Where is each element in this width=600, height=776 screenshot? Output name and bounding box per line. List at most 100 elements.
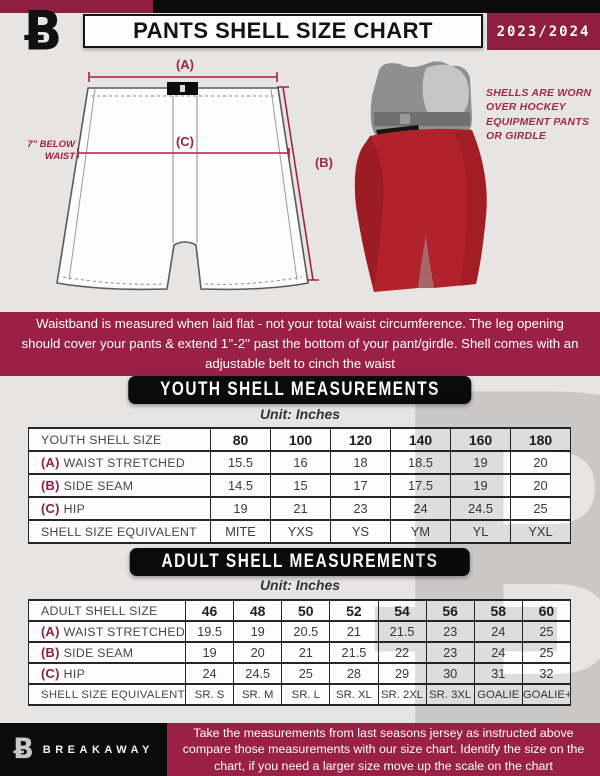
youth-value-cell: YL xyxy=(450,519,511,544)
adult-value-cell: 30 xyxy=(425,662,475,685)
youth-value-cell: 23 xyxy=(330,496,391,521)
measure-letter: (C) xyxy=(41,666,60,681)
girdle-pad xyxy=(422,64,469,122)
youth-size-header-cell: 160 xyxy=(450,427,511,452)
shell-shade-right xyxy=(454,130,487,286)
youth-row-label: (C) HIP xyxy=(28,496,211,521)
adult-value-cell: 20 xyxy=(233,641,283,664)
shorts-outline xyxy=(56,87,309,291)
youth-value-cell: 25 xyxy=(510,496,571,521)
adult-value-cell: SR. M xyxy=(233,683,283,706)
youth-size-header-cell: 180 xyxy=(510,427,571,452)
adult-unit-label: Unit: Inches xyxy=(259,577,341,593)
waist-note-line1: 7'' BELOW xyxy=(27,139,76,150)
youth-value-cell: 24.5 xyxy=(450,496,511,521)
adult-value-cell: 21 xyxy=(329,620,379,643)
youth-value-cell: 16 xyxy=(270,450,331,475)
adult-value-cell: 31 xyxy=(473,662,523,685)
adult-value-cell: GOALIE xyxy=(473,683,523,706)
youth-size-table: YOUTH SHELL SIZE 80 100 120 140 160 180 (A) WAIS… xyxy=(28,427,571,544)
adult-value-cell: 22 xyxy=(377,641,427,664)
youth-row-label: (A) WAIST STRETCHED xyxy=(28,450,211,475)
youth-value-cell: MITE xyxy=(210,519,271,544)
youth-size-header-cell: 80 xyxy=(210,427,271,452)
measure-letter: (A) xyxy=(41,455,60,470)
adult-size-table: ADULT SHELL SIZE 46 48 50 52 54 56 58 60 (A) WAIST… xyxy=(28,599,572,706)
footer-brand-box: Ƀ BREAKAWAY xyxy=(0,723,167,776)
youth-table-row: (B) SIDE SEAM 14.5 15 17 17.5 19 20 xyxy=(28,473,571,498)
adult-value-cell: 23 xyxy=(425,620,475,643)
row-label-text: SIDE SEAM xyxy=(63,646,134,660)
pants-shell-photo xyxy=(354,61,487,292)
measure-line-c xyxy=(77,148,290,158)
adult-value-cell: 19 xyxy=(233,620,283,643)
adult-value-cell: 25 xyxy=(281,662,331,685)
adult-size-header-cell: 46 xyxy=(184,599,235,622)
adult-value-cell: 24 xyxy=(473,620,523,643)
adult-row-label: (B) SIDE SEAM xyxy=(28,641,186,664)
adult-size-header-cell: 56 xyxy=(425,599,475,622)
adult-value-cell: SR. 3XL xyxy=(425,683,475,706)
row-label-text: WAIST STRETCHED xyxy=(63,456,185,470)
measure-letter: (B) xyxy=(41,478,60,493)
youth-size-header-label: YOUTH SHELL SIZE xyxy=(28,427,211,452)
adult-value-cell: 21.5 xyxy=(377,620,427,643)
youth-value-cell: 24 xyxy=(390,496,451,521)
adult-size-header-cell: 58 xyxy=(473,599,523,622)
youth-value-cell: 19 xyxy=(210,496,271,521)
adult-value-cell: SR. S xyxy=(184,683,235,706)
waist-note-line2: WAIST xyxy=(45,151,76,162)
measure-letter: (C) xyxy=(41,501,60,516)
adult-banner-text: ADULT SHELL MEASUREMENTS xyxy=(161,551,439,572)
adult-size-header-cell: 54 xyxy=(377,599,427,622)
youth-size-header-cell: 120 xyxy=(330,427,391,452)
youth-value-cell: 18.5 xyxy=(390,450,451,475)
top-strip xyxy=(0,0,600,13)
measure-line-a xyxy=(88,72,278,82)
adult-value-cell: 24 xyxy=(184,662,235,685)
row-label-text: WAIST STRETCHED xyxy=(63,625,185,639)
youth-section-banner: YOUTH SHELL MEASUREMENTS xyxy=(128,376,472,404)
adult-value-cell: 21.5 xyxy=(329,641,379,664)
youth-table-row: (A) WAIST STRETCHED 15.5 16 18 18.5 19 20 xyxy=(28,450,571,475)
youth-value-cell: 20 xyxy=(510,473,571,498)
youth-value-cell: 20 xyxy=(510,450,571,475)
youth-value-cell: 21 xyxy=(270,496,331,521)
left-hem-stitch xyxy=(62,276,164,285)
fly-stitch xyxy=(172,96,198,243)
measure-letter: (B) xyxy=(41,645,60,660)
youth-value-cell: YS xyxy=(330,519,391,544)
adult-row-label: (C) HIP xyxy=(28,662,186,685)
adult-size-header-cell: 48 xyxy=(233,599,283,622)
youth-size-header-cell: 100 xyxy=(270,427,331,452)
adult-value-cell: 23 xyxy=(425,641,475,664)
row-label-text: HIP xyxy=(63,667,86,681)
youth-banner-text: YOUTH SHELL MEASUREMENTS xyxy=(160,379,440,400)
adult-value-cell: SR. L xyxy=(281,683,331,706)
right-seam xyxy=(270,88,298,281)
youth-size-header-cell: 140 xyxy=(390,427,451,452)
strap-buckle xyxy=(400,114,410,124)
adult-value-cell: 19 xyxy=(184,641,235,664)
youth-value-cell: 14.5 xyxy=(210,473,271,498)
youth-value-cell: 15.5 xyxy=(210,450,271,475)
youth-unit-label: Unit: Inches xyxy=(259,406,341,422)
measure-label-a: (A) xyxy=(176,57,194,72)
page-title: PANTS SHELL SIZE CHART xyxy=(83,14,483,48)
adult-value-cell: 29 xyxy=(377,662,427,685)
left-seam xyxy=(68,88,96,281)
adult-value-cell: SR. XL xyxy=(329,683,379,706)
adult-value-cell: SR. 2XL xyxy=(377,683,427,706)
adult-value-cell: 20.5 xyxy=(281,620,331,643)
footer-instructions: Take the measurements from last seasons … xyxy=(167,723,600,776)
adult-value-cell: 21 xyxy=(281,641,331,664)
adult-size-header-cell: 52 xyxy=(329,599,379,622)
season-badge: 2023/2024 xyxy=(487,13,600,50)
adult-value-cell: 19.5 xyxy=(184,620,235,643)
youth-value-cell: 19 xyxy=(450,450,511,475)
measurement-instructions: Waistband is measured when laid flat - n… xyxy=(0,312,600,376)
adult-table-row: SHELL SIZE EQUIVALENT SR. S SR. M SR. L SR. … xyxy=(28,683,572,706)
shell-shade-left xyxy=(354,136,384,292)
shell-inseam-shade xyxy=(418,236,434,288)
